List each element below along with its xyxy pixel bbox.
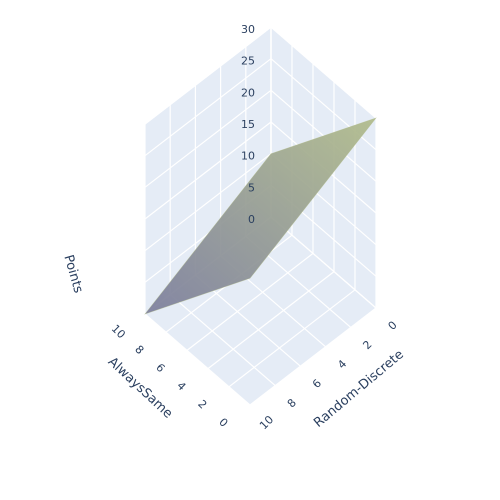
floor-pane: [145, 217, 376, 405]
z-tick-label: 10: [241, 150, 255, 163]
z-tick-label: 15: [241, 118, 255, 131]
y-grid-floor: [186, 252, 314, 351]
z-tick-label: 5: [248, 181, 255, 194]
y-grid-floor: [249, 307, 377, 406]
x-tick-label: 8: [285, 396, 299, 410]
box-edge: [270, 26, 377, 119]
x-tick-label: 10: [257, 413, 276, 432]
y-tick-label: 4: [174, 379, 188, 393]
z-axis-title: Points: [60, 253, 85, 295]
surface-layer: [144, 117, 377, 315]
y-tick-label: 2: [195, 397, 209, 411]
z-tick-label: 20: [241, 86, 255, 99]
y-tick-label: 0: [216, 416, 230, 430]
z-grid-ywall: [144, 121, 272, 220]
y-grid-floor: [207, 271, 335, 370]
x-grid-floor: [169, 294, 276, 387]
x-tick-label: 6: [310, 377, 324, 391]
z-tick-label: 25: [241, 55, 255, 68]
y-tick-label: 8: [132, 343, 146, 357]
z-grid-xwall: [270, 216, 377, 309]
x-axis-title: Random-Discrete: [311, 347, 407, 431]
y-tick-label: 10: [109, 322, 128, 341]
z-grid-ywall: [144, 153, 272, 252]
y-tick-label: 6: [153, 361, 167, 375]
x-tick-label: 2: [360, 338, 374, 352]
box-edge: [144, 26, 272, 125]
z-tick-label: 30: [241, 23, 255, 36]
z-tick-label: 0: [248, 213, 255, 226]
x-tick-label: 4: [335, 357, 349, 371]
z-grid-ywall: [144, 58, 272, 157]
x-grid-floor: [144, 313, 251, 406]
x-tick-label: 0: [386, 319, 400, 333]
y-grid-floor: [228, 289, 356, 388]
surface-patch: [144, 117, 377, 315]
z-grid-ywall: [144, 89, 272, 188]
